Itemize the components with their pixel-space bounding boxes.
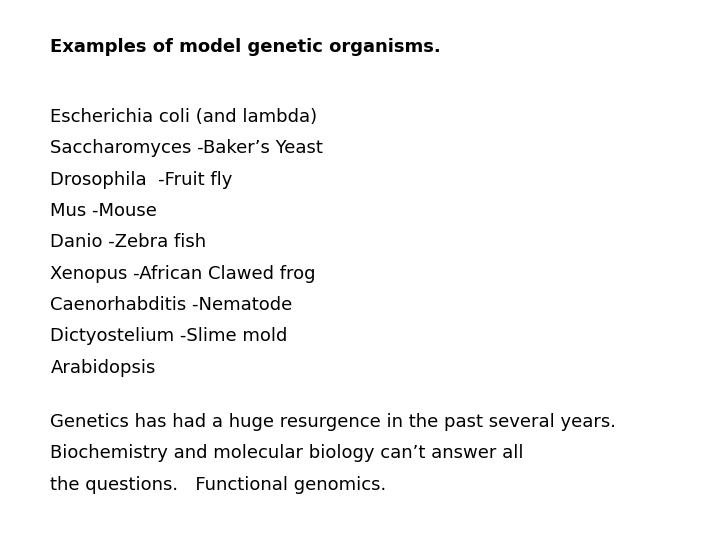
Text: Xenopus -African Clawed frog: Xenopus -African Clawed frog bbox=[50, 265, 316, 282]
Text: Drosophila  -Fruit fly: Drosophila -Fruit fly bbox=[50, 171, 233, 188]
Text: Caenorhabditis -Nematode: Caenorhabditis -Nematode bbox=[50, 296, 292, 314]
Text: Saccharomyces -Baker’s Yeast: Saccharomyces -Baker’s Yeast bbox=[50, 139, 323, 157]
Text: the questions.   Functional genomics.: the questions. Functional genomics. bbox=[50, 476, 387, 494]
Text: Genetics has had a huge resurgence in the past several years.: Genetics has had a huge resurgence in th… bbox=[50, 413, 616, 431]
Text: Mus -Mouse: Mus -Mouse bbox=[50, 202, 157, 220]
Text: Danio -Zebra fish: Danio -Zebra fish bbox=[50, 233, 207, 251]
Text: Arabidopsis: Arabidopsis bbox=[50, 359, 156, 376]
Text: Dictyostelium -Slime mold: Dictyostelium -Slime mold bbox=[50, 327, 288, 345]
Text: Biochemistry and molecular biology can’t answer all: Biochemistry and molecular biology can’t… bbox=[50, 444, 524, 462]
Text: Examples of model genetic organisms.: Examples of model genetic organisms. bbox=[50, 38, 441, 56]
Text: Escherichia coli (and lambda): Escherichia coli (and lambda) bbox=[50, 108, 318, 126]
